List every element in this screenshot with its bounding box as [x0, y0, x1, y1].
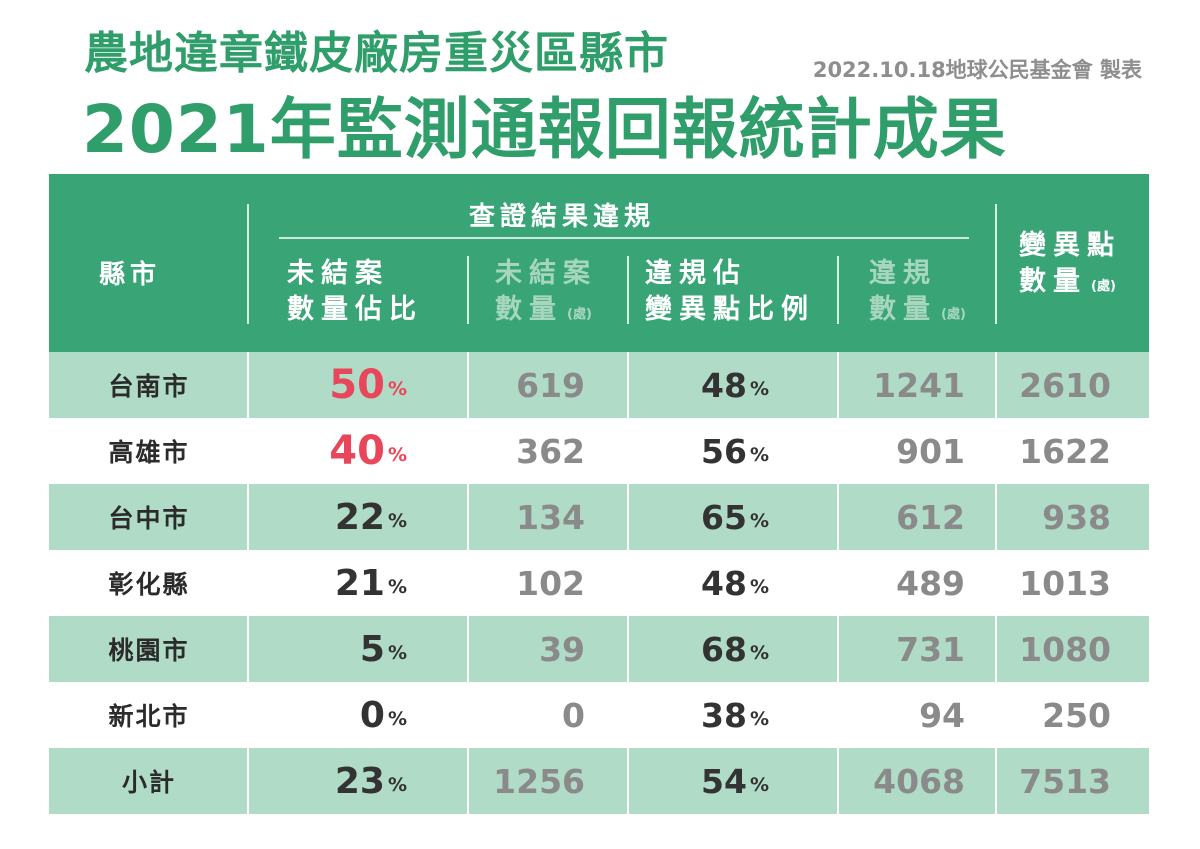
- cell-violation-ratio: 65%: [701, 497, 769, 537]
- table-row: 新北市 0% 0 38% 94 250: [49, 682, 1149, 748]
- table-row: 彰化縣 21% 102 48% 489 1013: [49, 550, 1149, 616]
- header-violation-ratio: 違規佔 變異點比例: [645, 258, 815, 325]
- cell-violation-count: 731: [896, 629, 965, 669]
- column-divider: [247, 352, 249, 814]
- header-unresolved-count: 未結案 數量 (處): [495, 258, 597, 325]
- cell-unresolved-count: 39: [539, 629, 585, 669]
- header-unresolved-pct: 未結案 數量佔比: [287, 258, 423, 325]
- cell-violation-ratio: 38%: [701, 695, 769, 735]
- cell-change-points: 250: [1042, 695, 1111, 735]
- cell-unresolved-count: 0: [562, 695, 585, 735]
- header-divider: [837, 256, 839, 324]
- credit-text: 2022.10.18地球公民基金會 製表: [812, 58, 1142, 82]
- header-violation-count: 違規 數量 (處): [869, 258, 966, 325]
- cell-county: 小計: [121, 768, 176, 797]
- cell-violation-count: 489: [896, 563, 965, 603]
- cell-unresolved-pct: 23%: [334, 760, 407, 802]
- cell-county: 新北市: [108, 702, 190, 731]
- cell-unresolved-pct: 40%: [329, 428, 407, 474]
- cell-violation-count: 612: [896, 497, 965, 537]
- cell-change-points: 1080: [1019, 629, 1111, 669]
- cell-change-points: 2610: [1019, 365, 1111, 405]
- header-divider: [467, 256, 469, 324]
- title-line-1: 農地違章鐵皮廠房重災區縣市: [84, 28, 669, 79]
- cell-violation-ratio: 48%: [701, 365, 769, 405]
- cell-county: 台中市: [108, 504, 190, 533]
- cell-change-points: 1622: [1019, 431, 1111, 471]
- cell-county: 台南市: [108, 372, 190, 401]
- header-divider: [247, 204, 249, 324]
- table-row: 桃園市 5% 39 68% 731 1080: [49, 616, 1149, 682]
- cell-county: 彰化縣: [108, 570, 190, 599]
- cell-violation-ratio: 68%: [701, 629, 769, 669]
- cell-county: 桃園市: [108, 636, 190, 665]
- cell-violation-count: 94: [919, 695, 965, 735]
- cell-unresolved-pct: 50%: [329, 362, 407, 408]
- cell-change-points: 938: [1042, 497, 1111, 537]
- cell-unresolved-count: 362: [516, 431, 585, 471]
- cell-unresolved-count: 134: [516, 497, 585, 537]
- table-body: 台南市 50% 619 48% 1241 2610 高雄市 40% 362 56% 901 1622 台…: [49, 352, 1149, 814]
- header-change-points: 變異點 數量 (處): [1019, 230, 1121, 297]
- cell-unresolved-count: 619: [516, 365, 585, 405]
- column-divider: [995, 352, 997, 814]
- cell-unresolved-pct: 21%: [334, 562, 407, 604]
- cell-violation-ratio: 54%: [701, 761, 769, 801]
- column-divider: [837, 352, 839, 814]
- header-divider: [995, 204, 997, 324]
- cell-unresolved-pct: 5%: [359, 628, 407, 670]
- cell-unresolved-count: 1256: [493, 761, 585, 801]
- cell-change-points: 7513: [1019, 761, 1111, 801]
- column-divider: [467, 352, 469, 814]
- header-divider: [627, 256, 629, 324]
- statistics-table: 縣市 查證結果違規 未結案 數量佔比 未結案 數量 (處) 違規佔 變異點比例 違…: [49, 174, 1149, 814]
- cell-county: 高雄市: [108, 438, 190, 467]
- cell-violation-count: 4068: [873, 761, 965, 801]
- header-county: 縣市: [99, 260, 162, 290]
- cell-violation-count: 901: [896, 431, 965, 471]
- table-row: 高雄市 40% 362 56% 901 1622: [49, 418, 1149, 484]
- header-group-divider: [279, 237, 969, 239]
- title-line-2: 2021年監測通報回報統計成果: [82, 91, 1007, 168]
- cell-violation-count: 1241: [873, 365, 965, 405]
- table-row: 台南市 50% 619 48% 1241 2610: [49, 352, 1149, 418]
- cell-violation-ratio: 48%: [701, 563, 769, 603]
- cell-unresolved-pct: 22%: [334, 496, 407, 538]
- table-header: 縣市 查證結果違規 未結案 數量佔比 未結案 數量 (處) 違規佔 變異點比例 違…: [49, 174, 1149, 352]
- cell-change-points: 1013: [1019, 563, 1111, 603]
- cell-violation-ratio: 56%: [701, 431, 769, 471]
- header-group-violation: 查證結果違規: [469, 202, 656, 232]
- cell-unresolved-count: 102: [516, 563, 585, 603]
- table-row: 台中市 22% 134 65% 612 938: [49, 484, 1149, 550]
- table-row: 小計 23% 1256 54% 4068 7513: [49, 748, 1149, 814]
- column-divider: [627, 352, 629, 814]
- cell-unresolved-pct: 0%: [359, 694, 407, 736]
